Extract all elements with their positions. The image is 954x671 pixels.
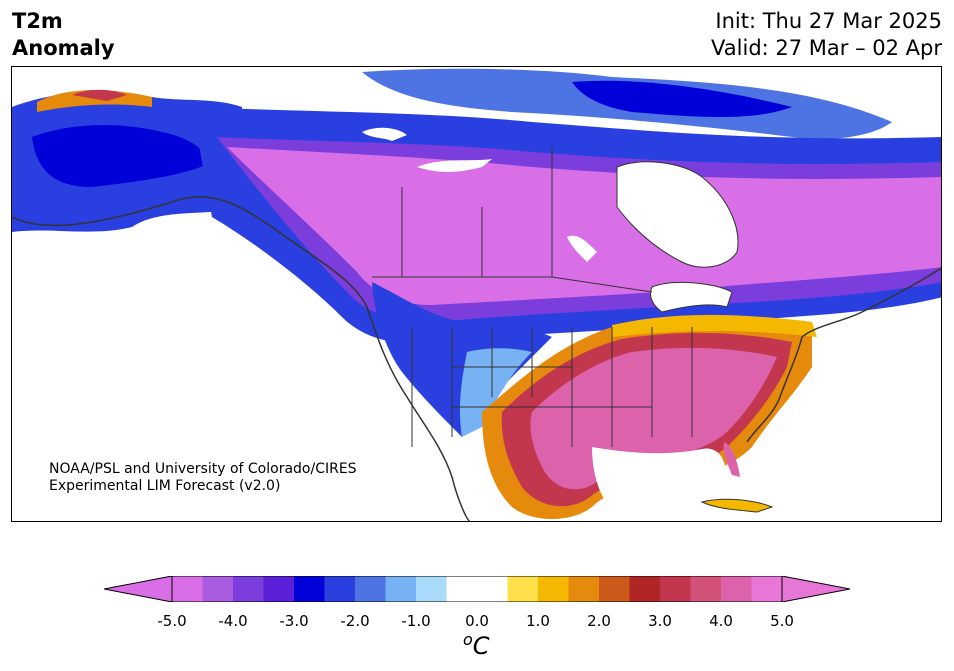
quantity-label: Anomaly <box>12 36 115 60</box>
western-us-cold <box>372 282 552 437</box>
colorbar-tick-label: 4.0 <box>709 612 733 630</box>
arctic-core <box>572 80 792 117</box>
credit-line-2: Experimental LIM Forecast (v2.0) <box>49 478 281 494</box>
colorbar-tick-label: 0.0 <box>465 612 489 630</box>
anomaly-map <box>11 66 942 522</box>
colorbar-swatch <box>660 576 691 602</box>
northeast-yellow <box>612 314 817 337</box>
colorbar-swatch <box>263 576 295 602</box>
colorbar <box>104 576 850 602</box>
colorbar-border <box>171 576 783 602</box>
colorbar-tick-label: -3.0 <box>279 612 309 630</box>
florida <box>723 442 740 477</box>
colorbar-tick-label: -4.0 <box>218 612 248 630</box>
gulf-of-mexico <box>592 447 726 521</box>
colorbar-tick-label: 3.0 <box>648 612 672 630</box>
western-us-light <box>459 348 532 437</box>
colorbar-swatch <box>202 576 234 602</box>
map-title: T2m Anomaly <box>12 8 115 62</box>
unit-superscript: o <box>463 630 473 649</box>
political-boundaries <box>372 147 693 447</box>
colorbar-swatch <box>690 576 722 602</box>
coastline-east <box>746 267 941 443</box>
colorbar-swatch <box>233 576 264 602</box>
colorbar-swatch <box>324 576 356 602</box>
colorbar-under-triangle <box>104 576 173 602</box>
colorbar-tick-label: -2.0 <box>340 612 370 630</box>
colorbar-over-triangle <box>781 576 850 602</box>
valid-date: Valid: 27 Mar – 02 Apr <box>711 36 942 60</box>
colorbar-swatch <box>477 576 508 602</box>
colorbar-swatch <box>416 576 447 602</box>
colorbar-swatch <box>294 576 325 602</box>
great-bear-lake <box>362 127 407 141</box>
colorbar-tick-label: 5.0 <box>770 612 794 630</box>
colorbar-swatch <box>721 576 752 602</box>
colorbar-swatch <box>629 576 661 602</box>
colorbar-swatch <box>568 576 600 602</box>
map-canvas <box>12 68 941 521</box>
colorbar-tick-label: -1.0 <box>401 612 431 630</box>
great-slave-lake <box>417 159 492 172</box>
lake-winnipeg <box>567 235 597 262</box>
credit-line-1: NOAA/PSL and University of Colorado/CIRE… <box>49 461 357 477</box>
alaska-core <box>32 125 212 187</box>
variable-label: T2m <box>12 9 63 33</box>
hudson-bay <box>616 161 739 268</box>
colorbar-swatch <box>385 576 417 602</box>
colorbar-tick-label: -5.0 <box>157 612 187 630</box>
unit-letter: C <box>472 632 490 660</box>
canada-purple-core <box>227 147 941 305</box>
colorbar-swatch <box>507 576 539 602</box>
map-credit: NOAA/PSL and University of Colorado/CIRE… <box>49 461 357 495</box>
colorbar-swatch <box>538 576 569 602</box>
colorbar-swatch <box>599 576 630 602</box>
colorbar-swatch <box>751 576 783 602</box>
colorbar-tick-label: 1.0 <box>526 612 550 630</box>
southern-warm-core <box>530 347 777 490</box>
colorbar-swatch <box>446 576 478 602</box>
init-date: Init: Thu 27 Mar 2025 <box>715 9 942 33</box>
forecast-dates: Init: Thu 27 Mar 2025 Valid: 27 Mar – 02… <box>711 8 942 62</box>
unit-label: oC <box>463 630 490 660</box>
colorbar-swatch <box>172 576 203 602</box>
cuba <box>700 498 774 513</box>
colorbar-swatch <box>355 576 386 602</box>
alaska-red-tip <box>72 89 127 101</box>
coastline-west <box>12 196 471 521</box>
colorbar-tick-label: 2.0 <box>587 612 611 630</box>
great-lakes <box>649 281 733 313</box>
